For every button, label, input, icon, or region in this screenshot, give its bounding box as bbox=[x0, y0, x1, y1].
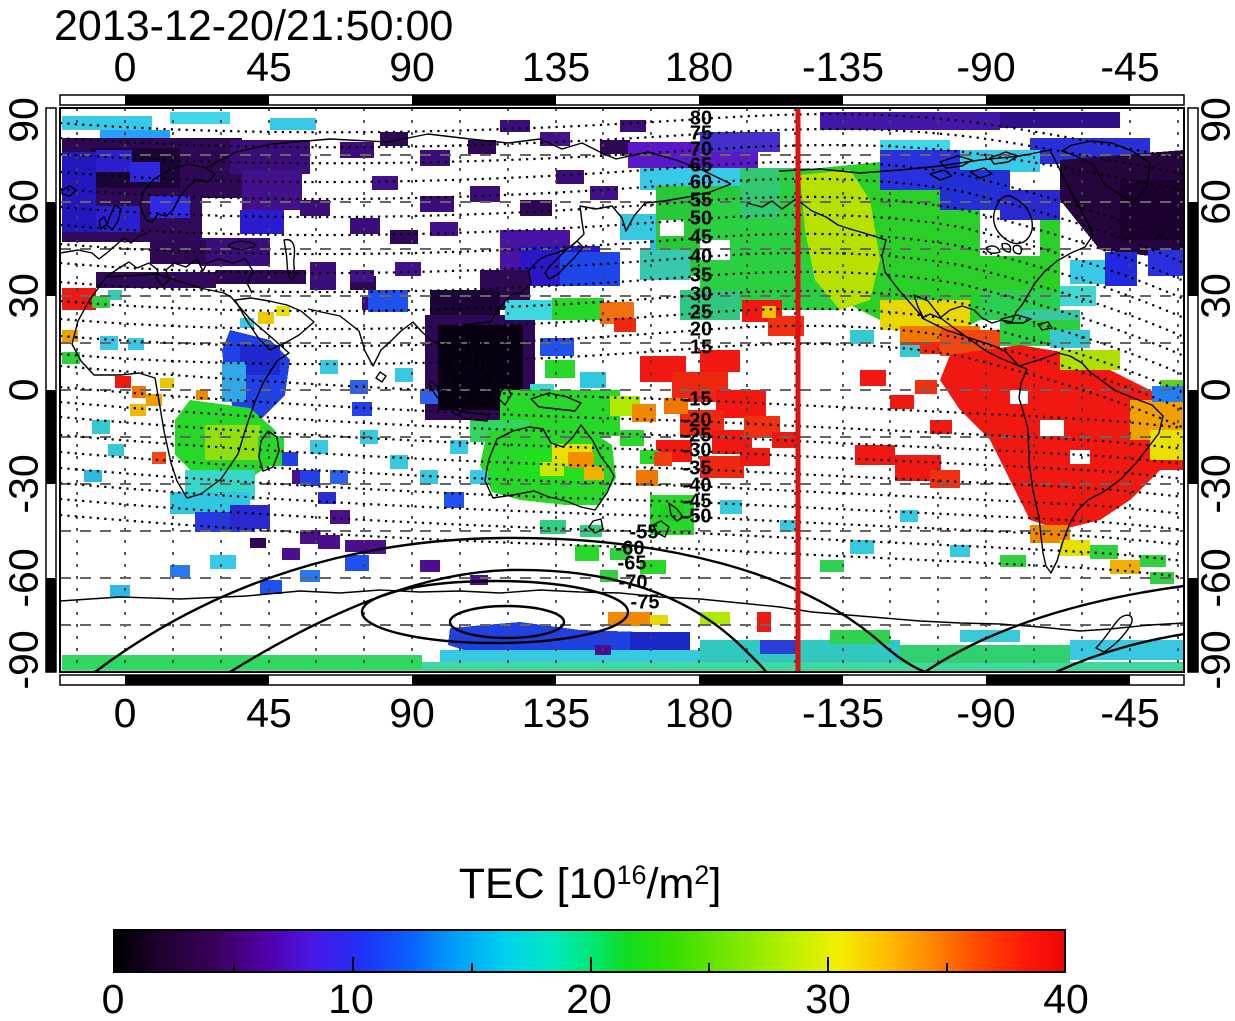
lat-label-left--60: -60 bbox=[0, 548, 47, 608]
lat-label-right--90: -90 bbox=[1192, 630, 1235, 690]
timestamp-title: 2013-12-20/21:50:00 bbox=[54, 2, 454, 50]
lat-label-left-60: 60 bbox=[0, 179, 47, 225]
contour-label-s40: -40 bbox=[682, 474, 712, 497]
colorbar-minor-tick-15 bbox=[471, 963, 473, 971]
lon-label-top-0: 0 bbox=[113, 44, 137, 90]
contour-label-n35: 35 bbox=[689, 264, 713, 287]
lat-label-right-60: 60 bbox=[1192, 179, 1235, 225]
zebra-border bbox=[45, 94, 1199, 686]
lon-label-bottom--45: -45 bbox=[1100, 690, 1160, 736]
colorbar-title: TEC [1016/m2] bbox=[459, 860, 722, 909]
contour-label-n30: 30 bbox=[689, 283, 713, 306]
contour-label-n55: 55 bbox=[689, 189, 713, 212]
colorbar-tick-10 bbox=[352, 957, 354, 971]
lat-label-left--30: -30 bbox=[0, 454, 47, 514]
colorbar-label-20: 20 bbox=[566, 976, 612, 1021]
lon-label-top-90: 90 bbox=[389, 44, 435, 90]
lon-label-top--90: -90 bbox=[956, 44, 1016, 90]
colorbar-minor-tick-25 bbox=[708, 963, 710, 971]
contour-label-n70: 70 bbox=[689, 138, 713, 161]
lat-label-right--30: -30 bbox=[1192, 454, 1235, 514]
colorbar-gradient bbox=[113, 929, 1066, 973]
colorbar-label-0: 0 bbox=[101, 976, 125, 1021]
lat-label-right--60: -60 bbox=[1192, 548, 1235, 608]
lon-label-top--135: -135 bbox=[801, 44, 885, 90]
lon-label-top-180: 180 bbox=[664, 44, 734, 90]
colorbar-tick-30 bbox=[827, 957, 829, 971]
contour-label-n50: 50 bbox=[689, 207, 713, 230]
lat-label-right-30: 30 bbox=[1192, 273, 1235, 319]
contour-label-n65: 65 bbox=[689, 154, 713, 177]
lat-label-right-90: 90 bbox=[1192, 97, 1235, 143]
colorbar-square: 2 bbox=[694, 860, 710, 890]
contour-label-s20: -20 bbox=[682, 409, 712, 432]
contour-label-n40: 40 bbox=[689, 245, 713, 268]
contour-label-s35: -35 bbox=[682, 457, 712, 480]
contour-label-n60: 60 bbox=[689, 171, 713, 194]
lon-label-bottom-0: 0 bbox=[113, 690, 137, 736]
lat-label-left-90: 90 bbox=[0, 97, 47, 143]
contour-label-s55: -55 bbox=[629, 521, 659, 544]
contour-label-s30: -30 bbox=[682, 439, 712, 462]
colorbar-minor-tick-5 bbox=[233, 963, 235, 971]
contour-label-n20: 20 bbox=[689, 318, 713, 341]
lat-label-left-30: 30 bbox=[0, 273, 47, 319]
lon-label-top-45: 45 bbox=[246, 44, 292, 90]
colorbar-exponent: 16 bbox=[616, 860, 647, 890]
colorbar-title-prefix: TEC [10 bbox=[458, 860, 617, 908]
contour-label-n15: 15 bbox=[689, 336, 713, 359]
colorbar-minor-tick-35 bbox=[946, 963, 948, 971]
colorbar-label-10: 10 bbox=[328, 976, 374, 1021]
contour-label-n80: 80 bbox=[689, 107, 713, 130]
lon-label-bottom--135: -135 bbox=[801, 690, 885, 736]
contour-label-s60: -60 bbox=[615, 537, 645, 560]
lat-label-right-0: 0 bbox=[1192, 378, 1235, 402]
contour-label-s50: -50 bbox=[682, 505, 712, 528]
lon-label-bottom-180: 180 bbox=[664, 690, 734, 736]
contour-label-s65: -65 bbox=[617, 552, 647, 575]
contour-label-s45: -45 bbox=[682, 490, 712, 513]
coastlines bbox=[60, 133, 1184, 653]
contour-label-s70: -70 bbox=[618, 571, 648, 594]
map-frame bbox=[59, 107, 1185, 673]
contour-label-n25: 25 bbox=[689, 301, 713, 324]
contour-label-s15: -15 bbox=[682, 388, 712, 411]
contour-label-s75: -75 bbox=[630, 591, 660, 614]
colorbar-label-40: 40 bbox=[1043, 976, 1089, 1021]
colorbar-title-suffix: ] bbox=[709, 860, 722, 908]
lon-label-top-135: 135 bbox=[521, 44, 591, 90]
colorbar-tick-20 bbox=[590, 957, 592, 971]
lon-label-bottom-45: 45 bbox=[246, 690, 292, 736]
lon-label-bottom-135: 135 bbox=[521, 690, 591, 736]
colorbar-title-mid: /m bbox=[646, 860, 695, 908]
contour-label-n45: 45 bbox=[689, 226, 713, 249]
contour-label-s25: -25 bbox=[682, 424, 712, 447]
lat-label-left-0: 0 bbox=[0, 378, 47, 402]
lon-label-bottom-90: 90 bbox=[389, 690, 435, 736]
lon-label-bottom--90: -90 bbox=[956, 690, 1016, 736]
colorbar-label-30: 30 bbox=[805, 976, 851, 1021]
lon-label-top--45: -45 bbox=[1100, 44, 1160, 90]
south-polar-contours bbox=[94, 536, 1184, 672]
lat-label-left--90: -90 bbox=[0, 630, 47, 690]
contour-label-n75: 75 bbox=[689, 122, 713, 145]
